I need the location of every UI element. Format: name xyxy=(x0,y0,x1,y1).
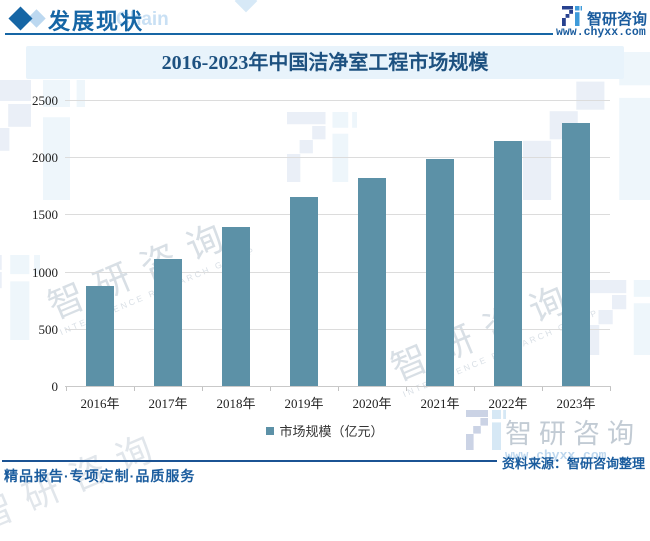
bar xyxy=(562,122,590,386)
watermark-brand-url[interactable]: www.chyxx.com xyxy=(505,448,607,463)
footer-divider xyxy=(2,460,497,462)
x-axis-tick xyxy=(270,387,271,391)
x-axis-tick xyxy=(474,387,475,391)
legend-marker-icon xyxy=(266,426,275,435)
bar xyxy=(426,159,454,386)
x-axis-label: 2019年 xyxy=(284,396,324,411)
x-axis-label: 2017年 xyxy=(148,396,188,411)
chart-title: 2016-2023年中国洁净室工程市场规模 xyxy=(161,52,489,74)
chart-legend[interactable]: 市场规模（亿元） xyxy=(0,421,650,440)
y-axis-label: 1500 xyxy=(32,207,58,223)
bar xyxy=(154,259,182,386)
y-axis-label: 2000 xyxy=(32,150,58,166)
data-source-text: 资料来源：智研咨询整理 xyxy=(502,456,646,471)
bar xyxy=(358,177,386,386)
footer-tagline: 精品报告·专项定制·品质服务 xyxy=(4,468,196,484)
section-title: 发展现状 xyxy=(48,9,145,34)
x-axis-label: 2020年 xyxy=(352,396,392,411)
x-axis-tick xyxy=(338,387,339,391)
y-axis-label: 500 xyxy=(38,321,59,337)
legend-label: 市场规模（亿元） xyxy=(279,424,384,439)
x-axis-label: 2021年 xyxy=(420,396,460,411)
x-axis-tick xyxy=(134,387,135,391)
y-gridline xyxy=(65,214,610,216)
y-axis-label: 2500 xyxy=(32,93,58,108)
header-divider xyxy=(5,33,553,35)
x-axis-tick xyxy=(66,387,67,391)
x-axis-line xyxy=(65,386,611,387)
x-axis-label: 2016年 xyxy=(80,396,120,411)
bar xyxy=(290,197,318,386)
watermark-brand-name: 智研咨询 xyxy=(505,419,641,449)
bar xyxy=(494,141,522,386)
x-axis-label: 2023年 xyxy=(556,396,596,411)
bar xyxy=(222,226,250,386)
chain-watermark-word: Chain xyxy=(116,9,169,30)
y-gridline xyxy=(65,271,610,273)
brand-url-link[interactable]: www.chyxx.com xyxy=(556,26,646,39)
bar-chart: 0 500 1000 1500 2000 2500 2016年 2017年 2018年 2019年… xyxy=(32,93,611,411)
bar xyxy=(86,285,114,386)
x-axis-tick xyxy=(406,387,407,391)
chart-title-banner: 2016-2023年中国洁净室工程市场规模 xyxy=(26,46,624,79)
x-axis-tick xyxy=(542,387,543,391)
x-axis-label: 2018年 xyxy=(216,396,256,411)
brand-name: 智研咨询 xyxy=(587,11,648,28)
y-gridline xyxy=(65,100,610,101)
x-axis-tick xyxy=(202,387,203,391)
x-axis-tick xyxy=(610,387,611,391)
zhiyan-logo-icon xyxy=(562,6,582,31)
y-gridline xyxy=(65,157,610,159)
y-axis-label: 1000 xyxy=(32,264,58,280)
x-axis-label: 2022年 xyxy=(488,396,528,411)
y-gridline xyxy=(65,328,610,330)
y-axis-label: 0 xyxy=(51,379,59,394)
